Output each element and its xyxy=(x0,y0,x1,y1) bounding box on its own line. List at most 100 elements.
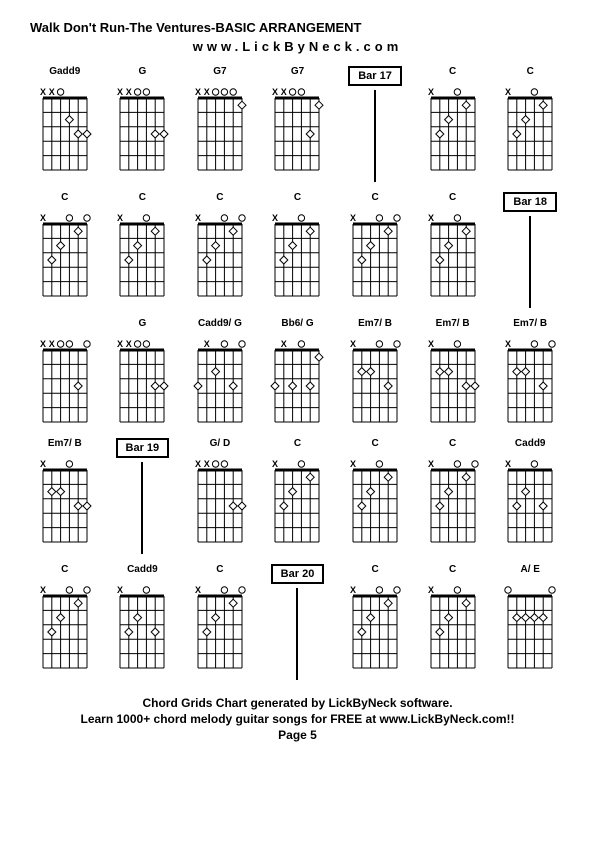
chord-label: C xyxy=(449,192,456,206)
chord-diagram: X xyxy=(268,210,326,302)
chord-diagram: X xyxy=(424,456,482,548)
bar-divider-line xyxy=(529,216,531,308)
bar-marker: Bar 20 xyxy=(263,564,333,680)
chord-label: Bb6/ G xyxy=(281,318,313,332)
svg-text:X: X xyxy=(350,213,356,223)
bar-marker: Bar 17 xyxy=(340,66,410,182)
chord-diagram: X xyxy=(346,582,404,674)
chord-cell: Cadd9 X xyxy=(108,564,178,680)
svg-text:X: X xyxy=(428,87,434,97)
page-subtitle: www.LickByNeck.com xyxy=(30,39,565,54)
svg-text:X: X xyxy=(272,87,278,97)
svg-text:X: X xyxy=(204,87,210,97)
chord-cell: CX xyxy=(340,438,410,554)
svg-text:X: X xyxy=(272,459,278,469)
chord-diagram: X xyxy=(501,84,559,176)
chord-cell: G7XX xyxy=(185,66,255,182)
chord-cell: XX xyxy=(30,318,100,428)
svg-text:X: X xyxy=(195,459,201,469)
chord-cell: Em7/ BX xyxy=(418,318,488,428)
svg-text:X: X xyxy=(350,339,356,349)
bar-divider-line xyxy=(374,90,376,182)
chord-diagram: X xyxy=(501,336,559,428)
chord-label: C xyxy=(527,66,534,80)
chord-cell: CX xyxy=(108,192,178,308)
svg-text:X: X xyxy=(428,213,434,223)
chord-cell: Em7/ BX xyxy=(495,318,565,428)
chord-grid: Gadd9XXGXXG7XXG7XXBar 17CXCXCXCXCXCXCXCX… xyxy=(30,66,565,680)
bar-divider-line xyxy=(141,462,143,554)
chord-cell: CX xyxy=(418,564,488,680)
svg-text:X: X xyxy=(117,339,123,349)
chord-label: Gadd9 xyxy=(49,66,80,80)
svg-text:X: X xyxy=(40,585,46,595)
bar-divider-line xyxy=(296,588,298,680)
svg-text:X: X xyxy=(49,87,55,97)
chord-label: G7 xyxy=(291,66,304,80)
svg-text:X: X xyxy=(49,339,55,349)
chord-label: C xyxy=(294,192,301,206)
svg-text:X: X xyxy=(505,459,511,469)
footer-line1: Chord Grids Chart generated by LickByNec… xyxy=(30,696,565,710)
chord-diagram: X xyxy=(113,582,171,674)
svg-text:X: X xyxy=(281,87,287,97)
svg-text:X: X xyxy=(272,213,278,223)
footer-page: Page 5 xyxy=(30,728,565,742)
chord-label: Em7/ B xyxy=(48,438,82,452)
chord-diagram: X xyxy=(268,456,326,548)
chord-cell: CX xyxy=(30,564,100,680)
bar-label: Bar 17 xyxy=(348,66,402,86)
svg-text:X: X xyxy=(195,87,201,97)
chord-cell: CX xyxy=(263,192,333,308)
chord-diagram: X xyxy=(36,210,94,302)
chord-label: G xyxy=(138,318,146,332)
chord-diagram: X xyxy=(346,210,404,302)
svg-text:X: X xyxy=(117,585,123,595)
chord-diagram: X xyxy=(36,456,94,548)
chord-diagram: XX xyxy=(36,336,94,428)
chord-cell: Em7/ BX xyxy=(30,438,100,554)
chord-diagram xyxy=(501,582,559,674)
chord-diagram: X xyxy=(113,210,171,302)
chord-label: C xyxy=(61,192,68,206)
chord-label: Cadd9 xyxy=(127,564,158,578)
chord-cell: CX xyxy=(30,192,100,308)
svg-text:X: X xyxy=(40,459,46,469)
svg-text:X: X xyxy=(204,339,210,349)
chord-diagram: X xyxy=(268,336,326,428)
bar-label: Bar 20 xyxy=(271,564,325,584)
page-footer: Chord Grids Chart generated by LickByNec… xyxy=(30,696,565,742)
svg-text:X: X xyxy=(40,213,46,223)
chord-label: C xyxy=(371,438,378,452)
bar-marker: Bar 19 xyxy=(108,438,178,554)
chord-cell: CX xyxy=(340,192,410,308)
chord-label: C xyxy=(449,66,456,80)
chord-cell: CX xyxy=(263,438,333,554)
svg-text:X: X xyxy=(428,339,434,349)
chord-label: C xyxy=(216,192,223,206)
chord-diagram: X xyxy=(36,582,94,674)
svg-text:X: X xyxy=(126,339,132,349)
chord-diagram: XX xyxy=(268,84,326,176)
chord-cell: CX xyxy=(418,66,488,182)
chord-cell: Bb6/ G X xyxy=(263,318,333,428)
chord-cell: G7 XX xyxy=(263,66,333,182)
bar-label: Bar 18 xyxy=(503,192,557,212)
chord-label: G7 xyxy=(213,66,226,80)
svg-text:X: X xyxy=(281,339,287,349)
chord-diagram: XX xyxy=(36,84,94,176)
chord-label: Cadd9/ G xyxy=(198,318,242,332)
chord-cell: CX xyxy=(418,438,488,554)
chord-cell: G/ DXX xyxy=(185,438,255,554)
chord-diagram: X xyxy=(191,582,249,674)
chord-label: C xyxy=(294,438,301,452)
chord-cell: Em7/ BX xyxy=(340,318,410,428)
chord-label: C xyxy=(371,192,378,206)
chord-cell: GXX xyxy=(108,318,178,428)
chord-cell: Gadd9 XX xyxy=(30,66,100,182)
chord-label: G/ D xyxy=(210,438,231,452)
svg-text:X: X xyxy=(428,585,434,595)
chord-diagram: X xyxy=(424,210,482,302)
chord-cell: GXX xyxy=(108,66,178,182)
chord-diagram: X xyxy=(346,336,404,428)
